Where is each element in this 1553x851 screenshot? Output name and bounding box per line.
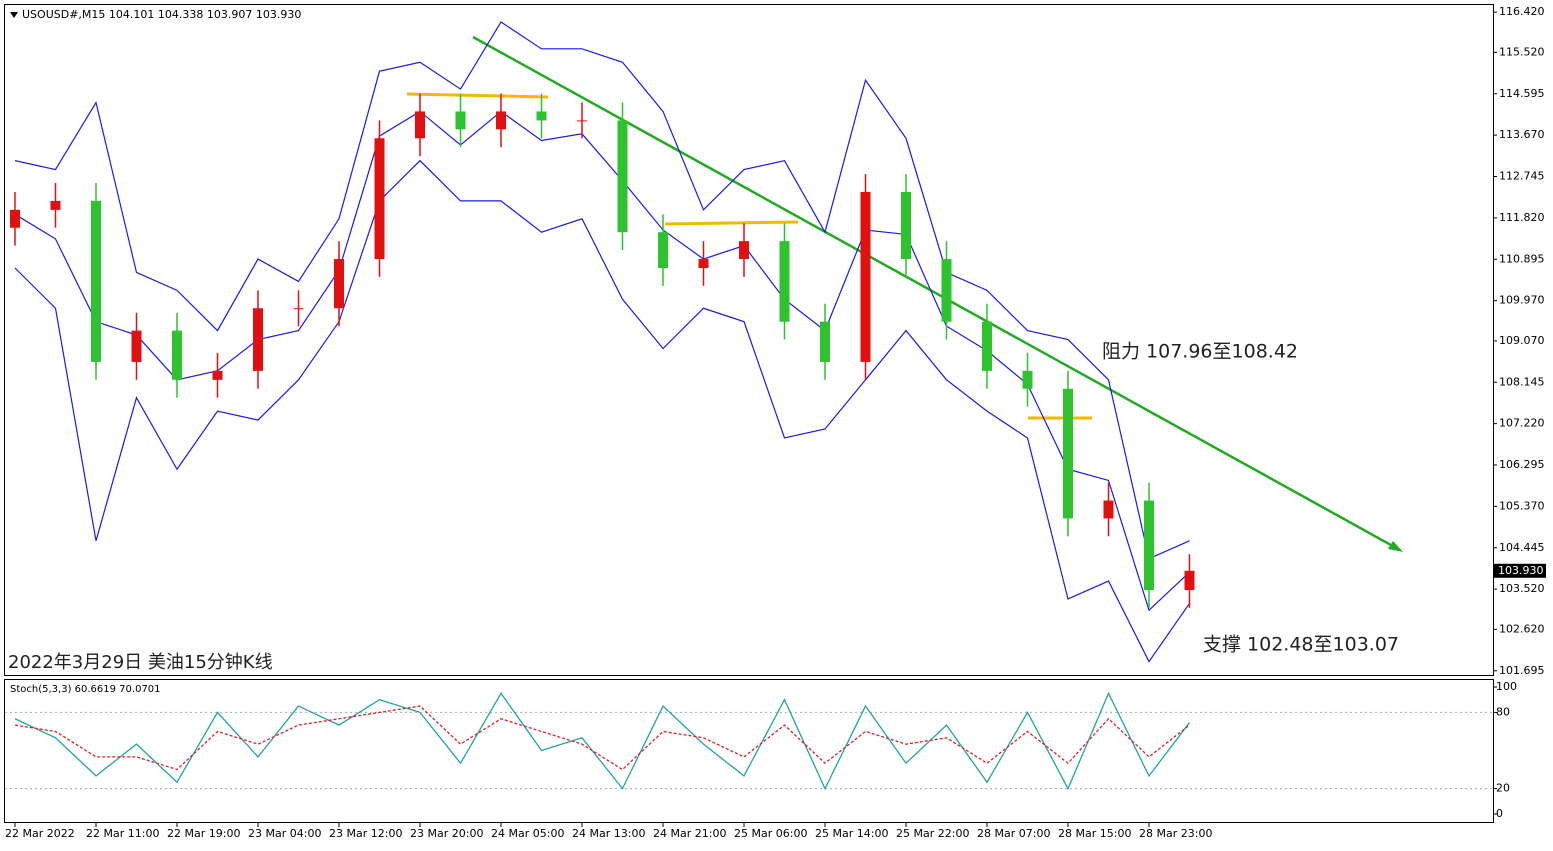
candle-body (293, 308, 304, 310)
y-tick-label: 104.445 (1499, 541, 1545, 554)
candle-body (1022, 370, 1033, 389)
y-tick-label: 103.520 (1499, 582, 1545, 595)
candle-body (10, 209, 20, 228)
main-panel-frame (4, 4, 1494, 676)
y-tick-label: 115.520 (1499, 45, 1545, 58)
candle-body (1063, 388, 1073, 519)
x-tick-label: 25 Mar 22:00 (896, 827, 969, 840)
candle-body (91, 200, 101, 362)
x-tick-label: 24 Mar 13:00 (572, 827, 645, 840)
candle-body (212, 370, 223, 380)
candle-body (374, 138, 385, 260)
candle-body (982, 321, 992, 371)
y-tick-label: 109.070 (1499, 334, 1545, 347)
candle-body (901, 191, 911, 260)
y-tick-label: 107.220 (1499, 417, 1545, 430)
y-tick-label: 101.695 (1499, 664, 1545, 677)
y-tick-label: 80 (1496, 705, 1510, 718)
x-tick-label: 24 Mar 21:00 (653, 827, 726, 840)
x-tick-label: 23 Mar 12:00 (329, 827, 402, 840)
x-tick-label: 28 Mar 15:00 (1058, 827, 1131, 840)
y-tick-label: 112.745 (1499, 170, 1545, 183)
title: 2022年3月29日 美油15分钟K线 (8, 652, 273, 673)
current-price-label: 103.930 (1498, 564, 1544, 577)
y-tick-label: 102.620 (1499, 622, 1545, 635)
y-tick-label: 20 (1496, 782, 1510, 795)
candle-body (820, 321, 830, 362)
bollinger-middle (14, 110, 1190, 612)
candle-body (415, 111, 425, 139)
candle-body (253, 308, 263, 371)
candle-body (941, 259, 952, 322)
y-tick-label: 105.370 (1499, 499, 1545, 512)
x-tick-label: 28 Mar 23:00 (1139, 827, 1212, 840)
trend-arrowhead (1388, 541, 1403, 552)
candle-body (577, 120, 587, 122)
arrow (664, 220, 799, 226)
header: USOUSD#,M15 104.101 104.338 103.907 103.… (22, 8, 301, 21)
stoch-line (14, 691, 1191, 791)
candle-body (455, 111, 466, 130)
x-tick-label: 25 Mar 06:00 (734, 827, 807, 840)
candle-body (860, 191, 871, 362)
candle-body (496, 111, 506, 130)
x-tick-label: 22 Mar 11:00 (86, 827, 159, 840)
candle-body (739, 241, 749, 260)
stoch-panel-frame (4, 679, 1494, 823)
candle-body (1103, 500, 1114, 519)
y-tick-label: 111.820 (1499, 211, 1545, 224)
candle-body (779, 241, 790, 322)
x-tick-label: 22 Mar 2022 (5, 827, 75, 840)
x-tick-label: 22 Mar 19:00 (167, 827, 240, 840)
arrow (406, 92, 549, 99)
bollinger-upper (14, 21, 1190, 560)
candle-body (172, 330, 182, 380)
y-tick-label: 110.895 (1499, 252, 1545, 265)
annotation: 支撑 102.48至103.07 (1203, 634, 1399, 656)
y-tick-label: 108.145 (1499, 375, 1545, 388)
candle-body (658, 232, 668, 268)
candle-body (617, 120, 628, 233)
y-tick-label: 116.420 (1499, 5, 1545, 18)
x-tick-label: 23 Mar 20:00 (410, 827, 483, 840)
y-tick-label: 114.595 (1499, 87, 1545, 100)
stoch-label: Stoch(5,3,3) 60.6619 70.0701 (10, 684, 161, 695)
y-tick-label: 100 (1496, 680, 1517, 693)
x-tick-label: 28 Mar 07:00 (977, 827, 1050, 840)
y-tick-label: 106.295 (1499, 458, 1545, 471)
candle-body (536, 111, 547, 121)
x-tick-label: 25 Mar 14:00 (815, 827, 888, 840)
current-price-box (1494, 563, 1546, 578)
candle-body (334, 259, 344, 309)
x-tick-label: 24 Mar 05:00 (491, 827, 564, 840)
candle-body (50, 200, 61, 210)
annotation: 阻力 107.96至108.42 (1102, 341, 1298, 363)
y-tick-label: 0 (1496, 807, 1503, 820)
y-tick-label: 113.670 (1499, 128, 1545, 141)
y-tick-label: 109.970 (1499, 294, 1545, 307)
candle-body (131, 330, 142, 362)
header-marker (10, 12, 18, 18)
candle-body (698, 259, 709, 268)
candle-body (1184, 570, 1195, 591)
bollinger-lower (14, 159, 1190, 663)
x-tick-label: 23 Mar 04:00 (248, 827, 321, 840)
candle-body (1144, 500, 1154, 591)
